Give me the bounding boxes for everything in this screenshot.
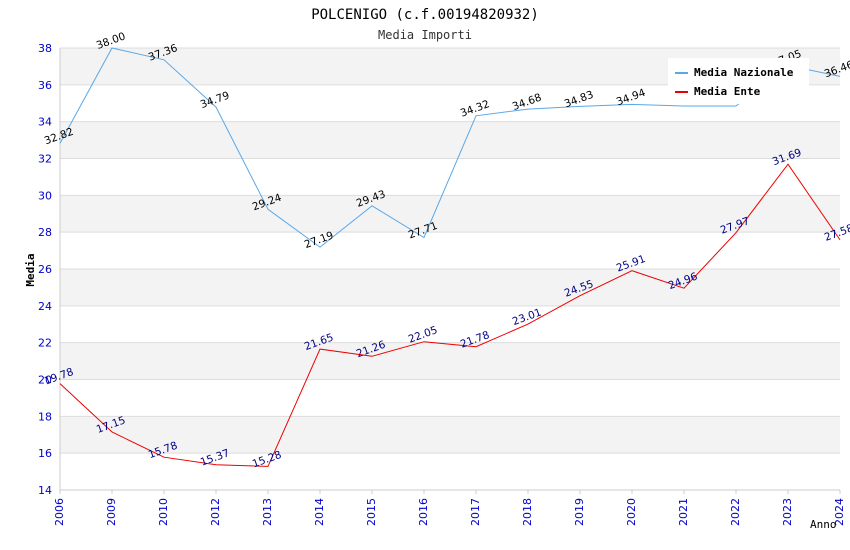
data-label: 34.83 xyxy=(563,89,595,111)
grid-bands xyxy=(60,47,840,491)
x-tick-label: 2014 xyxy=(313,498,326,526)
x-tick-label: 2020 xyxy=(625,498,638,526)
y-tick-label: 28 xyxy=(38,226,52,239)
legend-label-media-nazionale: Media Nazionale xyxy=(694,66,794,79)
x-tick-label: 2017 xyxy=(469,498,482,526)
chart-subtitle: Media Importi xyxy=(378,28,472,42)
y-axis-label: Media xyxy=(24,253,37,286)
x-tick-label: 2009 xyxy=(105,498,118,526)
x-tick-label: 2024 xyxy=(833,498,846,526)
data-label: 27.19 xyxy=(303,229,335,251)
legend-box xyxy=(668,58,809,104)
series-line-media-ente xyxy=(59,163,841,467)
grid-band xyxy=(60,416,840,454)
y-tick-label: 32 xyxy=(38,153,52,166)
x-tick-label: 2006 xyxy=(53,498,66,526)
x-tick-label: 2016 xyxy=(417,498,430,526)
y-axis-ticks: 14 16 18 20 22 24 26 28 30 32 34 36 38 xyxy=(38,42,52,497)
grid-band xyxy=(60,121,840,159)
y-tick-label: 14 xyxy=(38,484,52,497)
y-tick-label: 36 xyxy=(38,79,52,92)
data-label: 34.79 xyxy=(199,90,231,112)
y-tick-label: 20 xyxy=(38,374,52,387)
x-tick-label: 2010 xyxy=(157,498,170,526)
y-tick-label: 38 xyxy=(38,42,52,55)
data-label: 34.32 xyxy=(459,98,491,120)
chart-title: POLCENIGO (c.f.00194820932) xyxy=(311,7,539,23)
x-tick-label: 2018 xyxy=(521,498,534,526)
y-tick-label: 26 xyxy=(38,263,52,276)
x-axis-label: Anno xyxy=(810,518,837,531)
x-tick-label: 2012 xyxy=(209,498,222,526)
grid-band xyxy=(60,342,840,380)
legend: Media Nazionale Media Ente xyxy=(668,58,809,104)
x-tick-label: 2019 xyxy=(573,498,586,526)
y-tick-label: 34 xyxy=(38,116,52,129)
x-tick-label: 2022 xyxy=(729,498,742,526)
x-tick-label: 2021 xyxy=(677,498,690,526)
y-tick-label: 24 xyxy=(38,300,52,313)
data-label: 19.78 xyxy=(43,366,75,388)
x-tick-label: 2023 xyxy=(781,498,794,526)
y-tick-label: 30 xyxy=(38,189,52,202)
series-group xyxy=(59,47,841,467)
grid-band xyxy=(60,269,840,306)
x-axis-ticks: 2006 2009 2010 2012 2013 2014 2015 2016 2017 2018… xyxy=(53,490,846,526)
series-line-media-nazionale xyxy=(59,47,841,248)
legend-label-media-ente: Media Ente xyxy=(694,85,761,98)
y-tick-label: 18 xyxy=(38,410,52,423)
data-label: 34.68 xyxy=(511,92,543,114)
y-tick-label: 16 xyxy=(38,447,52,460)
grid-band xyxy=(60,195,840,233)
x-tick-label: 2013 xyxy=(261,498,274,526)
x-tick-label: 2015 xyxy=(365,498,378,526)
y-tick-label: 22 xyxy=(38,337,52,350)
